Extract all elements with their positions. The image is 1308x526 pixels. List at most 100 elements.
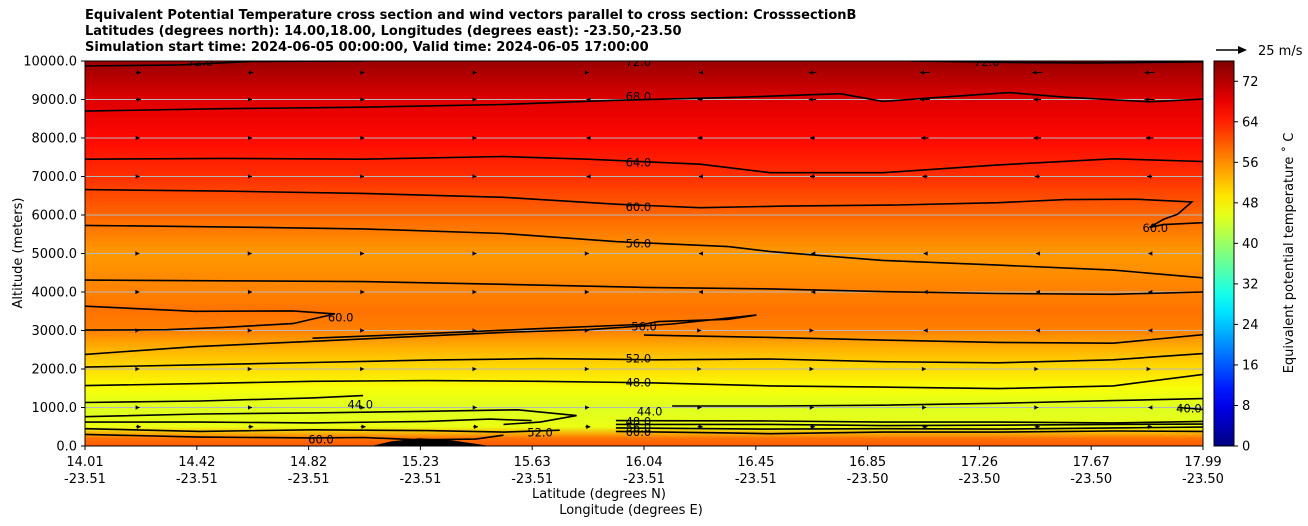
- wind-arrow-head: [921, 366, 926, 372]
- colorbar-tick-label: 56: [1242, 156, 1259, 171]
- wind-arrow: [808, 97, 817, 102]
- wind-arrow-head: [472, 328, 477, 333]
- wind-arrow: [697, 366, 702, 372]
- wind-arrow: [472, 328, 477, 333]
- wind-arrow-head: [247, 289, 252, 295]
- wind-arrow: [472, 366, 477, 372]
- contour-line-52: [85, 418, 532, 424]
- wind-arrow: [360, 405, 365, 410]
- quiver-key-label: 25 m/s: [1258, 44, 1303, 59]
- contour-line-72: [910, 61, 1203, 64]
- wind-arrow-head: [1036, 289, 1041, 295]
- wind-arrow: [586, 135, 591, 141]
- wind-arrow: [247, 289, 252, 295]
- wind-arrow-head: [923, 424, 928, 429]
- wind-arrow-head: [136, 70, 141, 75]
- wind-arrow: [472, 405, 477, 410]
- wind-arrow-head: [1148, 251, 1153, 256]
- wind-arrow-head: [923, 289, 928, 295]
- wind-arrow-head: [1145, 135, 1150, 141]
- wind-arrow: [1036, 289, 1041, 295]
- wind-arrow: [1033, 97, 1042, 102]
- wind-arrow: [585, 424, 591, 429]
- wind-arrow-head: [698, 289, 703, 295]
- y-tick-label: 3000.0: [32, 324, 78, 339]
- wind-arrow-head: [808, 97, 813, 102]
- contour-label: 56.0: [626, 421, 652, 435]
- wind-arrow-head: [1033, 135, 1038, 141]
- wind-arrow: [248, 424, 254, 429]
- wind-arrow-head: [247, 251, 252, 256]
- wind-arrow: [360, 251, 365, 256]
- chart-title-line-3: Simulation start time: 2024-06-05 00:00:…: [85, 40, 649, 55]
- wind-arrow-head: [810, 135, 815, 141]
- wind-arrow: [472, 135, 477, 141]
- wind-arrow-head: [923, 328, 928, 333]
- contour-label: 64.0: [626, 155, 652, 169]
- wind-arrow-head: [1032, 70, 1037, 75]
- wind-arrow: [1147, 174, 1153, 179]
- wind-arrow-head: [586, 97, 591, 102]
- contour-line-52: [615, 423, 1203, 427]
- wind-arrow: [1034, 405, 1039, 410]
- wind-arrow: [698, 251, 703, 256]
- wind-arrow-head: [922, 174, 927, 179]
- contour-label: 72.0: [974, 55, 1000, 69]
- contour-label: 56.0: [631, 320, 657, 334]
- wind-arrow-head: [1148, 405, 1153, 410]
- wind-arrow: [247, 328, 252, 333]
- plot-area: 72.0 72.0 72.068.064.060.060.056.060.056.0…: [85, 55, 1203, 446]
- wind-arrow-head: [919, 97, 924, 102]
- wind-arrow: [247, 174, 252, 179]
- wind-arrow-head: [1034, 405, 1039, 410]
- x-tick-label-lon: -23.50: [847, 472, 889, 487]
- wind-arrow: [584, 70, 589, 75]
- wind-arrow-head: [698, 251, 703, 256]
- colorbar-tick-label: 32: [1242, 277, 1259, 292]
- x-tick-label-lat: 17.26: [961, 455, 998, 470]
- wind-arrow: [698, 289, 703, 295]
- contour-label: 40.0: [1176, 401, 1202, 415]
- wind-arrow: [585, 405, 590, 410]
- wind-arrow: [922, 424, 928, 429]
- colorbar-tick-label: 64: [1242, 115, 1259, 130]
- wind-arrow-head: [1146, 366, 1151, 372]
- wind-arrow-head: [809, 328, 814, 333]
- contour-line-68: [85, 91, 1203, 112]
- wind-arrow-head: [360, 174, 365, 179]
- wind-arrow: [1148, 289, 1153, 295]
- contour-label: 60.0: [328, 310, 354, 324]
- contour-line-56: [85, 314, 757, 356]
- wind-arrow: [247, 405, 252, 410]
- y-tick-label: 5000.0: [32, 247, 78, 262]
- wind-arrow: [697, 405, 702, 410]
- wind-arrow: [248, 70, 254, 75]
- contour-line-44: [672, 397, 1203, 407]
- wind-arrow-head: [135, 405, 140, 410]
- axes: 0.0 1000.0 2000.0 3000.0 4000.0 5000.0 6000.0 7…: [11, 55, 1224, 519]
- wind-arrow-head: [472, 366, 477, 372]
- wind-arrow-head: [923, 251, 928, 256]
- wind-arrow: [922, 405, 927, 410]
- wind-arrow-head: [135, 251, 140, 256]
- wind-arrow: [584, 289, 589, 295]
- wind-arrow: [1148, 328, 1153, 333]
- x-tick-label-lon: -23.50: [958, 472, 1000, 487]
- quiver-key-arrow-head: [1238, 46, 1247, 54]
- wind-arrow-head: [249, 424, 254, 429]
- wind-arrow-head: [247, 405, 252, 410]
- wind-arrow: [247, 135, 252, 141]
- wind-arrow-head: [360, 70, 365, 75]
- x-tick-label-lat: 16.04: [625, 455, 662, 470]
- colorbar-tick-label: 16: [1242, 358, 1259, 373]
- x-tick-label-lat: 16.45: [737, 455, 774, 470]
- wind-arrow-head: [473, 424, 478, 429]
- wind-arrow: [472, 70, 477, 75]
- x-tick-label-lon: -23.51: [735, 472, 777, 487]
- wind-arrow-head: [1148, 328, 1153, 333]
- wind-arrow-head: [811, 251, 816, 256]
- wind-arrow: [135, 328, 140, 333]
- x-tick-label-lon: -23.51: [64, 472, 106, 487]
- wind-arrow: [1032, 70, 1043, 75]
